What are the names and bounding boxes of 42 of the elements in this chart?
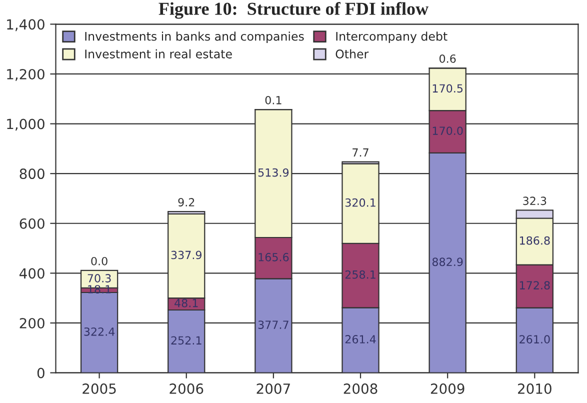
data-label: 261.4 (345, 335, 376, 344)
data-label: 882.9 (432, 258, 463, 266)
legend-label: Investments in banks and companies (85, 32, 304, 44)
data-label: 320.1 (345, 198, 376, 207)
data-label: 165.6 (258, 252, 289, 262)
data-label: 337.9 (171, 250, 202, 260)
data-label: 513.9 (258, 168, 289, 177)
legend-label: Intercompany debt (336, 32, 448, 44)
data-label: 252.1 (171, 336, 202, 345)
data-label: 0.0 (91, 256, 108, 266)
data-label: 0.6 (439, 54, 456, 63)
y-tick-label: 1,200 (7, 68, 44, 81)
x-tick-label: 2005 (82, 383, 116, 394)
y-tick-label: 400 (20, 268, 44, 279)
chart-title: Figure 10: Structure of FDI inflow (158, 2, 428, 19)
data-label: 261.0 (520, 335, 550, 344)
data-label: 170.0 (432, 126, 463, 135)
data-label: 0.1 (265, 96, 282, 104)
data-label: 322.4 (84, 327, 115, 336)
data-label: 170.5 (432, 84, 463, 93)
x-tick-label: 2008 (344, 383, 378, 394)
data-label: 7.7 (352, 148, 368, 156)
data-label: 48.1 (174, 298, 198, 308)
y-tick-label: 200 (20, 318, 44, 328)
x-tick-label: 2006 (170, 383, 204, 394)
data-label: 70.3 (88, 274, 111, 282)
data-label: 32.3 (523, 196, 546, 206)
data-label: 186.8 (520, 236, 550, 245)
y-tick-label: 1,000 (7, 118, 44, 131)
legend-label: Other (336, 49, 369, 58)
legend-label: Investment in real estate (85, 49, 232, 58)
y-tick-label: 0 (37, 368, 44, 378)
y-tick-label: 800 (20, 168, 44, 180)
y-tick-label: 600 (20, 218, 44, 229)
x-tick-label: 2007 (256, 383, 290, 394)
data-label: 258.1 (345, 270, 376, 279)
data-label: 172.8 (520, 281, 550, 290)
x-tick-label: 2009 (430, 383, 464, 394)
y-tick-label: 1,400 (7, 19, 44, 32)
data-label: 9.2 (178, 198, 194, 206)
data-label: 377.7 (258, 320, 288, 329)
x-tick-label: 2010 (518, 383, 552, 394)
